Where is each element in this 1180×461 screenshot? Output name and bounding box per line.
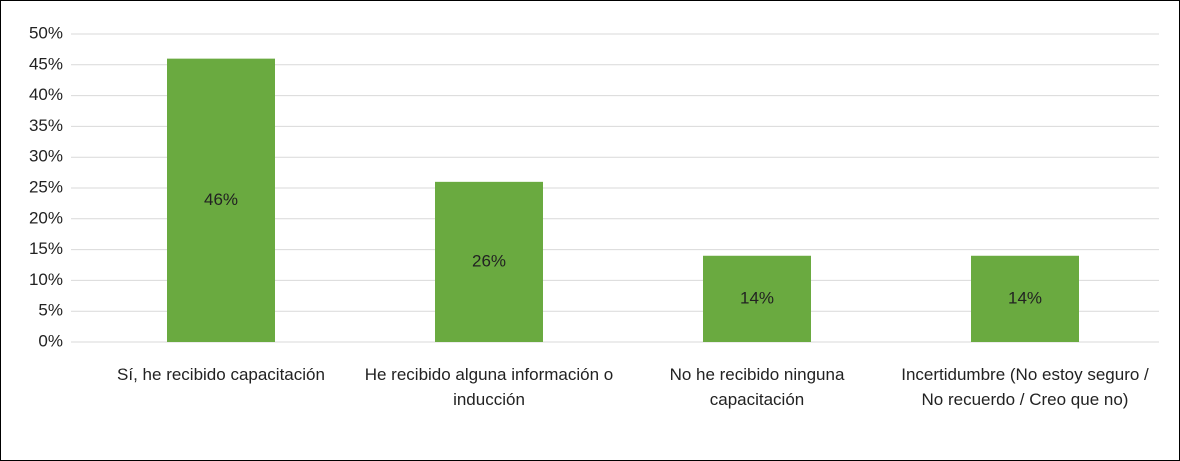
y-tick-label: 35%	[29, 116, 63, 135]
bar	[167, 58, 275, 342]
x-tick-label: He recibido alguna información o inducci…	[364, 365, 614, 409]
y-tick-label: 40%	[29, 85, 63, 104]
x-tick-label: Sí, he recibido capacitación	[117, 365, 325, 384]
y-tick-label: 20%	[29, 208, 63, 227]
y-tick-label: 30%	[29, 147, 63, 166]
bar	[435, 181, 543, 342]
y-tick-label: 25%	[29, 177, 63, 196]
data-label: 14%	[1008, 288, 1042, 307]
x-tick-label: Incertidumbre (No estoy seguro / No recu…	[901, 365, 1149, 409]
data-label: 14%	[740, 288, 774, 307]
bar	[703, 255, 811, 342]
y-tick-label: 0%	[38, 331, 63, 350]
data-label: 46%	[204, 190, 238, 209]
data-label: 26%	[472, 251, 506, 270]
bar	[971, 255, 1079, 342]
y-tick-label: 10%	[29, 270, 63, 289]
y-tick-label: 45%	[29, 54, 63, 73]
y-tick-label: 50%	[29, 23, 63, 42]
y-tick-label: 15%	[29, 239, 63, 258]
x-tick-label: No he recibido ninguna capacitación	[669, 365, 845, 409]
y-tick-label: 5%	[38, 301, 63, 320]
